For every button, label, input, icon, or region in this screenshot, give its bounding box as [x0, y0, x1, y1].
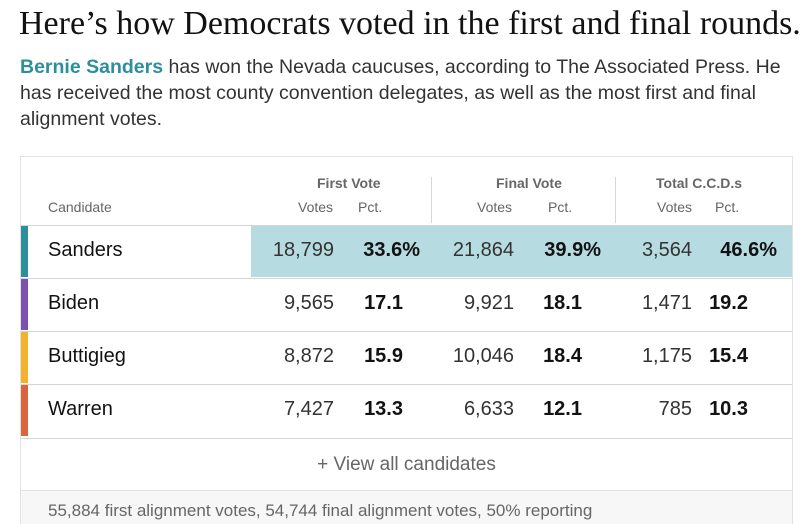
ccd-pct-cell: 46.6%	[720, 239, 777, 261]
first-votes-cell: 8,872	[283, 345, 334, 367]
summary-text: has won the Nevada caucuses, according t…	[20, 56, 781, 130]
final-pct-cell: 12.1	[543, 398, 582, 420]
candidate-color-bar	[21, 226, 28, 277]
view-all-candidates-button[interactable]: + View all candidates	[21, 438, 792, 490]
group-separator	[431, 177, 432, 223]
final-votes-cell: 10,046	[452, 345, 514, 367]
final-votes-column-header: Votes	[477, 199, 513, 215]
headline: Here’s how Democrats voted in the first …	[19, 5, 800, 42]
first-pct-cell: 13.3	[364, 398, 403, 420]
first-votes-cell: 18,799	[272, 239, 334, 261]
first-vote-group-header: First Vote	[317, 175, 381, 191]
candidate-row-sanders: Sanders 18,799 33.6% 21,864 39.9% 3,564 …	[21, 225, 792, 277]
first-pct-cell: 33.6%	[363, 239, 420, 261]
first-pct-cell: 15.9	[364, 345, 403, 367]
reporting-footer: 55,884 first alignment votes, 54,744 fin…	[21, 490, 792, 524]
final-pct-cell: 39.9%	[544, 239, 601, 261]
final-votes-cell: 9,921	[463, 292, 514, 314]
results-table: Candidate First Vote Votes Pct. Final Vo…	[20, 156, 793, 524]
candidate-row-buttigieg: Buttigieg 8,872 15.9 10,046 18.4 1,175 1…	[21, 331, 792, 383]
final-pct-column-header: Pct.	[548, 199, 573, 215]
ccd-pct-cell: 15.4	[709, 345, 748, 367]
final-vote-group-header: Final Vote	[496, 175, 562, 191]
winner-highlight	[251, 226, 792, 277]
first-votes-cell: 9,565	[283, 292, 334, 314]
final-pct-cell: 18.4	[543, 345, 582, 367]
final-votes-cell: 6,633	[463, 398, 514, 420]
first-votes-column-header: Votes	[298, 199, 334, 215]
candidate-name: Sanders	[48, 239, 123, 261]
candidate-name: Biden	[48, 292, 100, 314]
candidate-column-header: Candidate	[48, 199, 112, 215]
ccd-pct-cell: 19.2	[709, 292, 748, 314]
ccd-votes-cell: 785	[658, 398, 692, 420]
first-pct-column-header: Pct.	[358, 199, 383, 215]
ccd-votes-cell: 1,175	[641, 345, 692, 367]
final-votes-cell: 21,864	[452, 239, 514, 261]
summary-paragraph: Bernie Sanders has won the Nevada caucus…	[20, 54, 790, 132]
ccd-pct-column-header: Pct.	[715, 199, 740, 215]
ccd-votes-cell: 3,564	[641, 239, 692, 261]
ccd-votes-column-header: Votes	[657, 199, 693, 215]
candidate-name: Warren	[48, 398, 113, 420]
final-pct-cell: 18.1	[543, 292, 582, 314]
ccd-votes-cell: 1,471	[641, 292, 692, 314]
candidate-row-warren: Warren 7,427 13.3 6,633 12.1 785 10.3	[21, 384, 792, 436]
ccd-pct-cell: 10.3	[709, 398, 748, 420]
group-separator	[615, 177, 616, 223]
leader-name: Bernie Sanders	[20, 56, 164, 78]
reporting-status: 55,884 first alignment votes, 54,744 fin…	[48, 501, 593, 520]
ccd-group-header: Total C.C.D.s	[656, 175, 743, 191]
candidate-color-bar	[21, 385, 28, 436]
first-votes-cell: 7,427	[283, 398, 334, 420]
candidate-color-bar	[21, 279, 28, 330]
candidate-name: Buttigieg	[48, 345, 126, 367]
candidate-color-bar	[21, 332, 28, 383]
candidate-row-biden: Biden 9,565 17.1 9,921 18.1 1,471 19.2	[21, 278, 792, 330]
first-pct-cell: 17.1	[364, 292, 403, 314]
